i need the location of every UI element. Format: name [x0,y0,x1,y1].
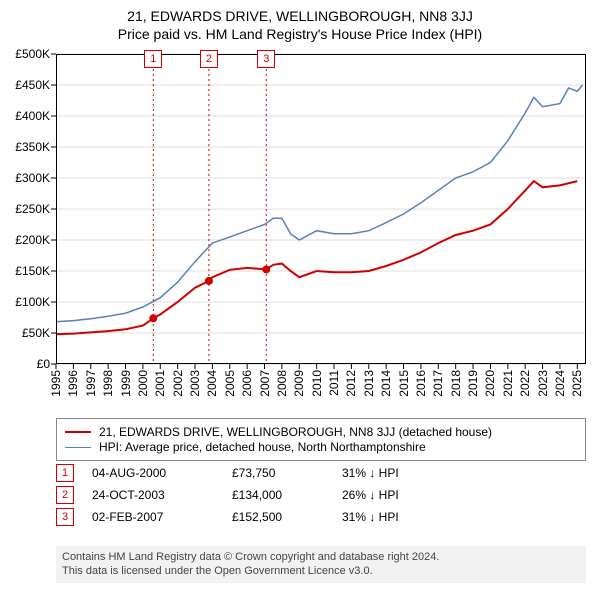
sales-table: 104-AUG-2000£73,75031% ↓ HPI224-OCT-2003… [56,460,586,530]
sale-marker-box: 2 [200,50,218,68]
legend-swatch [65,431,91,433]
x-tick-label: 2019 [466,370,480,397]
footer-line-1: Contains HM Land Registry data © Crown c… [62,550,580,564]
sale-marker-box: 1 [144,50,162,68]
x-tick-label: 2007 [258,370,272,397]
legend-box: 21, EDWARDS DRIVE, WELLINGBOROUGH, NN8 3… [56,418,586,461]
y-tick-label: £450K [2,78,50,92]
legend-label: 21, EDWARDS DRIVE, WELLINGBOROUGH, NN8 3… [99,425,492,439]
x-tick-label: 2024 [553,370,567,397]
x-tick-label: 2013 [362,370,376,397]
title-line-2: Price paid vs. HM Land Registry's House … [0,26,600,42]
sale-number-box: 2 [56,486,74,504]
x-tick-label: 2005 [223,370,237,397]
y-tick-label: £0 [2,357,50,371]
sale-row: 3 02-FEB-2007£152,50031% ↓ HPI [56,508,586,526]
chart-svg [56,54,586,364]
sale-pct: 31% ↓ HPI [342,510,462,524]
chart-area: £0£50K£100K£150K£200K£250K£300K£350K£400… [56,54,586,404]
sale-date: 24-OCT-2003 [92,488,232,502]
x-tick-label: 1998 [101,370,115,397]
sale-pct: 26% ↓ HPI [342,488,462,502]
x-tick-label: 2001 [153,370,167,397]
sale-date: 02-FEB-2007 [92,510,232,524]
legend-swatch [65,447,91,448]
x-tick-label: 2011 [327,370,341,396]
sale-price: £134,000 [232,488,342,502]
footer-attribution: Contains HM Land Registry data © Crown c… [56,546,586,583]
legend-item: 21, EDWARDS DRIVE, WELLINGBOROUGH, NN8 3… [65,425,577,439]
x-tick-label: 2022 [518,370,532,397]
x-tick-label: 1995 [49,370,63,397]
x-tick-label: 2010 [310,370,324,397]
legend-label: HPI: Average price, detached house, Nort… [99,440,426,454]
x-tick-label: 2023 [536,370,550,397]
sale-price: £152,500 [232,510,342,524]
y-tick-label: £500K [2,47,50,61]
sale-number-box: 3 [56,508,74,526]
y-tick-label: £200K [2,233,50,247]
x-tick-label: 2017 [431,370,445,397]
sale-price: £73,750 [232,466,342,480]
x-tick-label: 2004 [205,370,219,397]
y-tick-label: £100K [2,295,50,309]
x-tick-label: 2009 [292,370,306,397]
y-tick-label: £250K [2,202,50,216]
x-tick-label: 1999 [119,370,133,397]
sale-marker-box: 3 [257,50,275,68]
sale-row: 1 04-AUG-2000£73,75031% ↓ HPI [56,464,586,482]
sale-date: 04-AUG-2000 [92,466,232,480]
y-tick-label: £150K [2,264,50,278]
title-line-1: 21, EDWARDS DRIVE, WELLINGBOROUGH, NN8 3… [0,8,600,24]
x-tick-label: 2000 [136,370,150,397]
y-tick-label: £400K [2,109,50,123]
x-tick-label: 2006 [240,370,254,397]
x-tick-label: 2020 [483,370,497,397]
x-tick-label: 2015 [397,370,411,397]
x-tick-label: 2002 [171,370,185,397]
x-tick-label: 2014 [379,370,393,397]
sale-number-box: 1 [56,464,74,482]
x-tick-label: 1996 [66,370,80,397]
legend-item: HPI: Average price, detached house, Nort… [65,440,577,454]
x-tick-label: 2016 [414,370,428,397]
chart-title-block: 21, EDWARDS DRIVE, WELLINGBOROUGH, NN8 3… [0,0,600,42]
x-tick-label: 2018 [449,370,463,397]
x-tick-label: 1997 [84,370,98,397]
x-tick-label: 2021 [501,370,515,397]
sale-pct: 31% ↓ HPI [342,466,462,480]
y-tick-label: £350K [2,140,50,154]
y-tick-label: £50K [2,326,50,340]
x-tick-label: 2008 [275,370,289,397]
x-tick-label: 2025 [570,370,584,397]
x-tick-label: 2003 [188,370,202,397]
sale-row: 2 24-OCT-2003£134,00026% ↓ HPI [56,486,586,504]
x-tick-label: 2012 [344,370,358,397]
footer-line-2: This data is licensed under the Open Gov… [62,564,580,578]
y-tick-label: £300K [2,171,50,185]
